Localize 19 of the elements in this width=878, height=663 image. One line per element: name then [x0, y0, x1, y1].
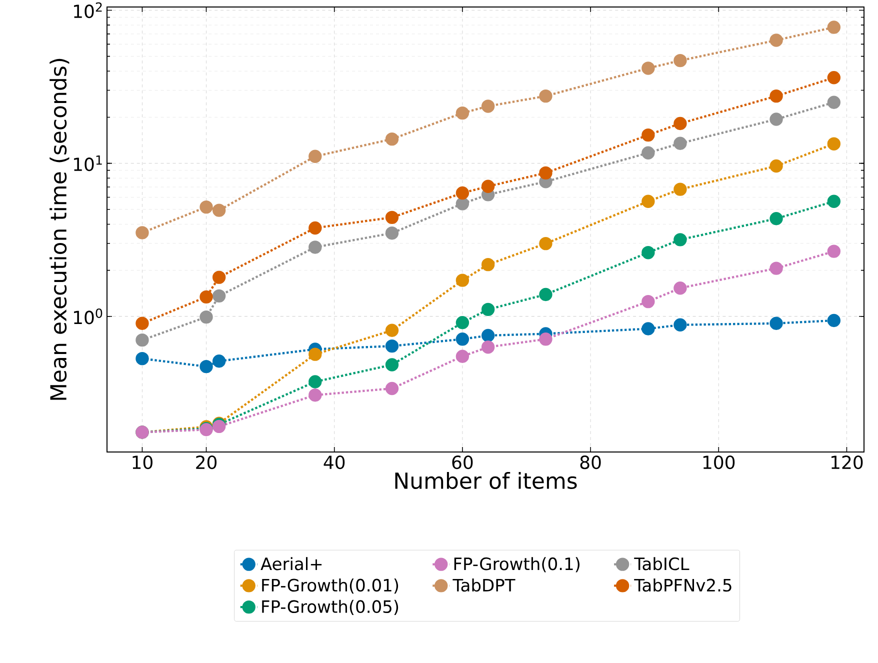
y-tick-label: 10$^{2}$ [74, 2, 102, 18]
x-tick-label: 60 [452, 456, 473, 470]
legend-label: FP-Growth(0.1) [454, 557, 580, 572]
legend-label: TabICL [634, 557, 690, 570]
legend-label: TabPFNv2.5 [634, 578, 732, 592]
y-tick-label: 10$^{1}$ [74, 155, 102, 172]
y-tick-label: 10$^{0}$ [74, 308, 102, 324]
x-tick-label: 10 [132, 456, 152, 470]
x-axis-title: Number of items [395, 472, 577, 490]
legend-label: TabDPT [452, 578, 516, 592]
y-axis-title: Mean execution time (seconds) [50, 58, 70, 400]
x-tick-label: 80 [580, 456, 601, 470]
legend-label: Aerial+ [260, 557, 322, 570]
legend-label: FP-Growth(0.05) [262, 600, 398, 616]
legend-label: FP-Growth(0.01) [262, 578, 398, 594]
x-tick-label: 20 [196, 456, 217, 470]
x-tick-label: 100 [703, 456, 735, 470]
x-tick-label: 120 [832, 456, 863, 470]
x-tick-label: 40 [324, 456, 345, 470]
